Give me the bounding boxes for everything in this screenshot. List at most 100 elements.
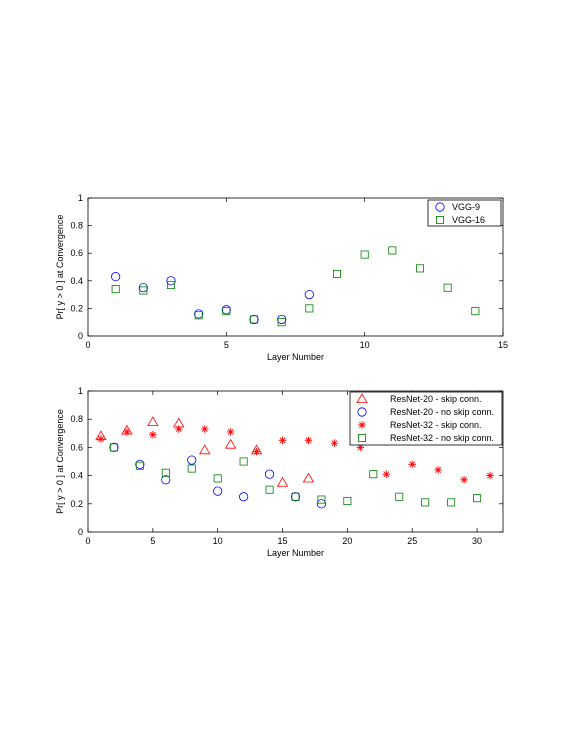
- data-point: [97, 435, 105, 443]
- data-point: [147, 416, 159, 427]
- data-point: [226, 428, 235, 436]
- data-point: [290, 492, 301, 502]
- data-point: [111, 285, 120, 294]
- y-tick-label: 0.6: [70, 442, 83, 452]
- series-2: [97, 425, 494, 484]
- data-point: [316, 499, 327, 509]
- data-point: [473, 494, 482, 503]
- data-point: [277, 318, 286, 327]
- x-tick-label: 15: [498, 340, 508, 350]
- data-point: [305, 304, 314, 313]
- data-point: [317, 495, 326, 504]
- data-point: [135, 461, 144, 470]
- legend-label: VGG-16: [452, 215, 485, 225]
- x-axis-label: Layer Number: [267, 548, 324, 558]
- legend-box: [427, 199, 502, 227]
- data-point: [138, 283, 148, 293]
- legend-label: ResNet-32 - no skip conn.: [390, 433, 494, 443]
- legend-marker: [357, 433, 366, 442]
- data-point: [291, 492, 300, 501]
- resnet-scatter-plot: 0 5 10 15 20 25 30 0 0.2 0.4 0.6 0.8 1 Layer Number Pr…: [55, 386, 504, 558]
- data-point: [139, 286, 148, 295]
- x-axis-label: Layer Number: [267, 352, 324, 362]
- data-point: [276, 476, 289, 487]
- y-tick-label: 0.4: [70, 471, 83, 481]
- legend-marker: [357, 407, 367, 417]
- x-tick-label: 10: [360, 340, 370, 350]
- vgg-scatter-plot: 0 5 10 15 0 0.2 0.4 0.6 0.8 1 Layer Number Pr[ y > …: [55, 193, 508, 362]
- data-point: [415, 264, 424, 273]
- legend-label: VGG-9: [452, 202, 480, 212]
- data-point: [265, 485, 274, 494]
- legend-label: ResNet-20 - no skip conn.: [390, 407, 494, 417]
- data-point: [434, 466, 442, 474]
- legend-label: ResNet-32 - skip conn.: [390, 420, 482, 430]
- data-point: [343, 496, 352, 505]
- data-point: [109, 442, 119, 452]
- data-point: [224, 438, 237, 449]
- data-point: [382, 470, 391, 478]
- series-1: [111, 246, 480, 327]
- data-point: [187, 464, 196, 473]
- data-point: [395, 492, 404, 501]
- legend-label: ResNet-20 - skip conn.: [390, 394, 482, 404]
- legend-box: [349, 391, 503, 446]
- data-point: [252, 447, 261, 456]
- data-point: [135, 459, 145, 469]
- y-tick-label: 0.2: [70, 499, 83, 509]
- legend-marker: [435, 215, 444, 224]
- legend-marker: [356, 393, 368, 404]
- data-point: [161, 468, 170, 477]
- data-point: [332, 269, 341, 278]
- x-tick-label: 25: [407, 536, 417, 546]
- y-axis-label: Pr[ y > 0 ] at Convergence: [55, 409, 65, 514]
- plot-frame: [87, 390, 504, 533]
- data-point: [249, 315, 258, 324]
- series-1: [109, 442, 327, 509]
- data-point: [471, 307, 480, 316]
- x-tick-label: 10: [213, 536, 223, 546]
- x-tick-label: 30: [472, 536, 482, 546]
- data-point: [277, 314, 287, 325]
- y-tick-label: 1: [78, 386, 83, 396]
- y-tick-label: 0.8: [70, 221, 83, 231]
- data-point: [200, 425, 209, 433]
- data-point: [109, 443, 118, 452]
- data-point: [194, 311, 203, 320]
- data-point: [421, 498, 430, 507]
- data-point: [360, 250, 369, 259]
- y-tick-label: 0.2: [70, 303, 83, 313]
- y-tick-label: 0.6: [70, 248, 83, 258]
- y-tick-label: 0.4: [70, 276, 83, 286]
- data-point: [239, 457, 248, 466]
- data-point: [221, 305, 231, 315]
- data-point: [166, 280, 175, 289]
- x-tick-label: 0: [85, 340, 90, 350]
- x-tick-label: 20: [342, 536, 352, 546]
- data-point: [302, 472, 315, 483]
- y-tick-label: 0: [78, 331, 83, 341]
- x-tick-label: 0: [85, 536, 90, 546]
- data-point: [278, 436, 287, 445]
- y-tick-label: 0.8: [70, 414, 83, 424]
- data-point: [222, 307, 231, 316]
- data-point: [166, 276, 176, 286]
- series-3: [109, 443, 482, 507]
- data-point: [304, 289, 314, 300]
- data-point: [388, 246, 397, 255]
- data-point: [239, 492, 249, 502]
- y-axis-label: Pr[ y > 0 ] at Convergence: [55, 215, 65, 320]
- data-point: [486, 471, 494, 480]
- y-tick-label: 0: [78, 527, 83, 537]
- y-tick-label: 1: [78, 193, 83, 203]
- data-point: [187, 455, 197, 465]
- plot-frame: [87, 197, 504, 337]
- data-point: [460, 476, 468, 484]
- data-point: [304, 436, 313, 445]
- data-point: [264, 469, 275, 479]
- data-point: [443, 283, 452, 292]
- x-tick-label: 5: [224, 340, 229, 350]
- legend-marker: [435, 202, 445, 212]
